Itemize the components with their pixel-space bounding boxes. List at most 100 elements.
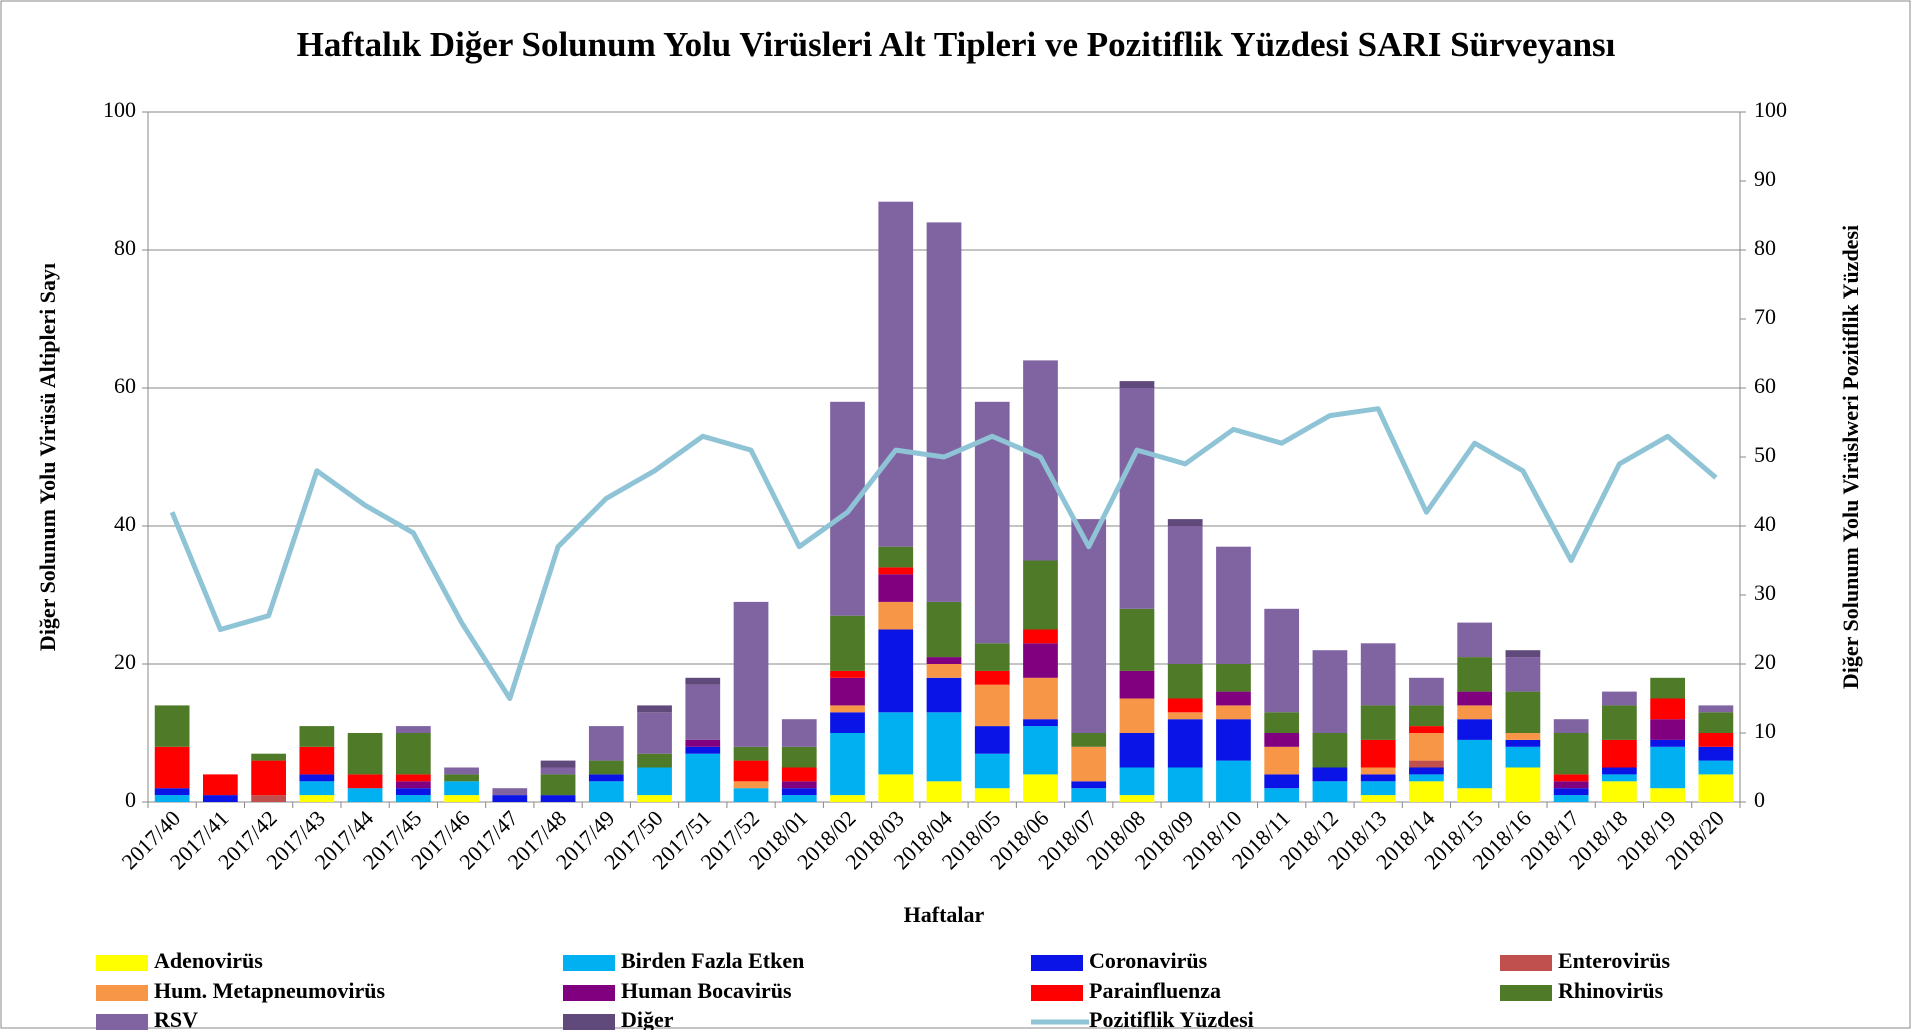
bar-segment (1505, 657, 1541, 692)
bar-segment (685, 739, 721, 747)
bar-segment (974, 726, 1010, 754)
bar-segment (1505, 733, 1541, 740)
bar-segment (830, 677, 865, 706)
bar-segment (540, 767, 576, 775)
bar-segment (974, 788, 1010, 802)
bar-segment (926, 657, 962, 664)
bar-segment (878, 567, 914, 575)
bar-segment (444, 781, 479, 796)
y-axis-title: Diğer Solunum Yolu Virüsü Altipleri Sayı (35, 263, 60, 651)
bar-segment (1216, 705, 1251, 720)
bar-segment (1602, 781, 1637, 802)
y-tick-label: 100 (103, 97, 136, 122)
bar-segment (1167, 767, 1203, 802)
bar-segment (251, 753, 286, 761)
bar-segment (1602, 691, 1637, 706)
y-tick-label: 60 (114, 373, 136, 398)
bar-segment (299, 746, 335, 775)
bar-segment (444, 774, 479, 782)
bar-segment (299, 726, 335, 747)
bar-segment (1312, 767, 1348, 782)
y2-tick-label: 80 (1754, 235, 1776, 260)
bar-segment (395, 726, 431, 733)
legend-swatch (96, 985, 148, 1001)
y2-tick-label: 50 (1754, 442, 1776, 467)
bar-segment (1602, 705, 1637, 740)
bar-segment (781, 795, 817, 802)
bar-segment (1023, 643, 1058, 678)
legend-label: Diğer (621, 1007, 674, 1030)
bar-segment (1360, 739, 1396, 768)
bar-segment (1360, 705, 1396, 740)
bar-segment (685, 677, 721, 685)
bar-segment (1505, 691, 1541, 733)
y2-tick-label: 10 (1754, 718, 1776, 743)
bar-segment (1553, 788, 1589, 796)
bar-segment (492, 795, 528, 802)
bar-segment (1216, 546, 1251, 664)
y-tick-label: 0 (125, 787, 136, 812)
bar-segment (1650, 788, 1686, 802)
bar-segment (1505, 650, 1541, 658)
bar-segment (1119, 733, 1155, 768)
bar-segment (395, 733, 431, 775)
bar-segment (1167, 664, 1203, 699)
bar-segment (299, 781, 335, 796)
bar-segment (926, 222, 962, 602)
bar-segment (781, 781, 817, 789)
bar-segment (1023, 774, 1058, 802)
legend-swatch (1500, 985, 1552, 1001)
bar-segment (1457, 788, 1493, 802)
bar-segment (347, 733, 383, 775)
bar-segment (926, 601, 962, 658)
bar-segment (1360, 795, 1396, 802)
bar-segment (154, 746, 190, 789)
bar-segment (830, 795, 865, 802)
legend-label: Birden Fazla Etken (621, 948, 804, 973)
bar-segment (733, 781, 769, 789)
bar-segment (1505, 746, 1541, 768)
x-axis-title: Haftalar (904, 902, 985, 927)
y-tick-label: 20 (114, 649, 136, 674)
bar-segment (395, 781, 431, 789)
bar-segment (1023, 677, 1058, 720)
bar-segment (1698, 774, 1734, 802)
bar-segment (1119, 388, 1155, 609)
bar-segment (154, 795, 190, 802)
bar-segment (1602, 739, 1637, 768)
bar-segment (1457, 719, 1493, 740)
bar-segment (926, 781, 962, 802)
legend-label: Coronavirüs (1089, 948, 1208, 973)
y2-tick-label: 100 (1754, 97, 1787, 122)
bar-segment (1553, 774, 1589, 782)
bar-segment (878, 629, 914, 713)
legend-label: RSV (154, 1007, 198, 1030)
bar-segment (733, 788, 769, 802)
legend-swatch (1031, 955, 1083, 971)
bar-segment (1698, 705, 1734, 713)
bar-segment (1264, 774, 1300, 789)
legend-swatch (1031, 985, 1083, 1001)
bar-segment (444, 767, 479, 775)
bar-segment (830, 615, 865, 671)
bar-segment (1216, 760, 1251, 802)
bar-segment (1602, 774, 1637, 782)
bar-segment (1457, 657, 1493, 692)
legend-label: Enterovirüs (1558, 948, 1670, 973)
bar-segment (1650, 719, 1686, 740)
legend-label: Hum. Metapneumovirüs (154, 978, 385, 1003)
bar-segment (251, 795, 286, 802)
legend-label: Adenovirüs (154, 948, 263, 973)
bar-segment (1264, 712, 1300, 733)
bar-segment (637, 712, 672, 754)
bar-segment (1312, 650, 1348, 733)
bar-segment (1023, 560, 1058, 630)
bar-segment (878, 201, 914, 547)
bar-segment (1264, 733, 1300, 747)
bar-segment (251, 760, 286, 796)
y2-tick-label: 30 (1754, 580, 1776, 605)
bar-segment (1119, 698, 1155, 733)
bar-segment (154, 788, 190, 796)
